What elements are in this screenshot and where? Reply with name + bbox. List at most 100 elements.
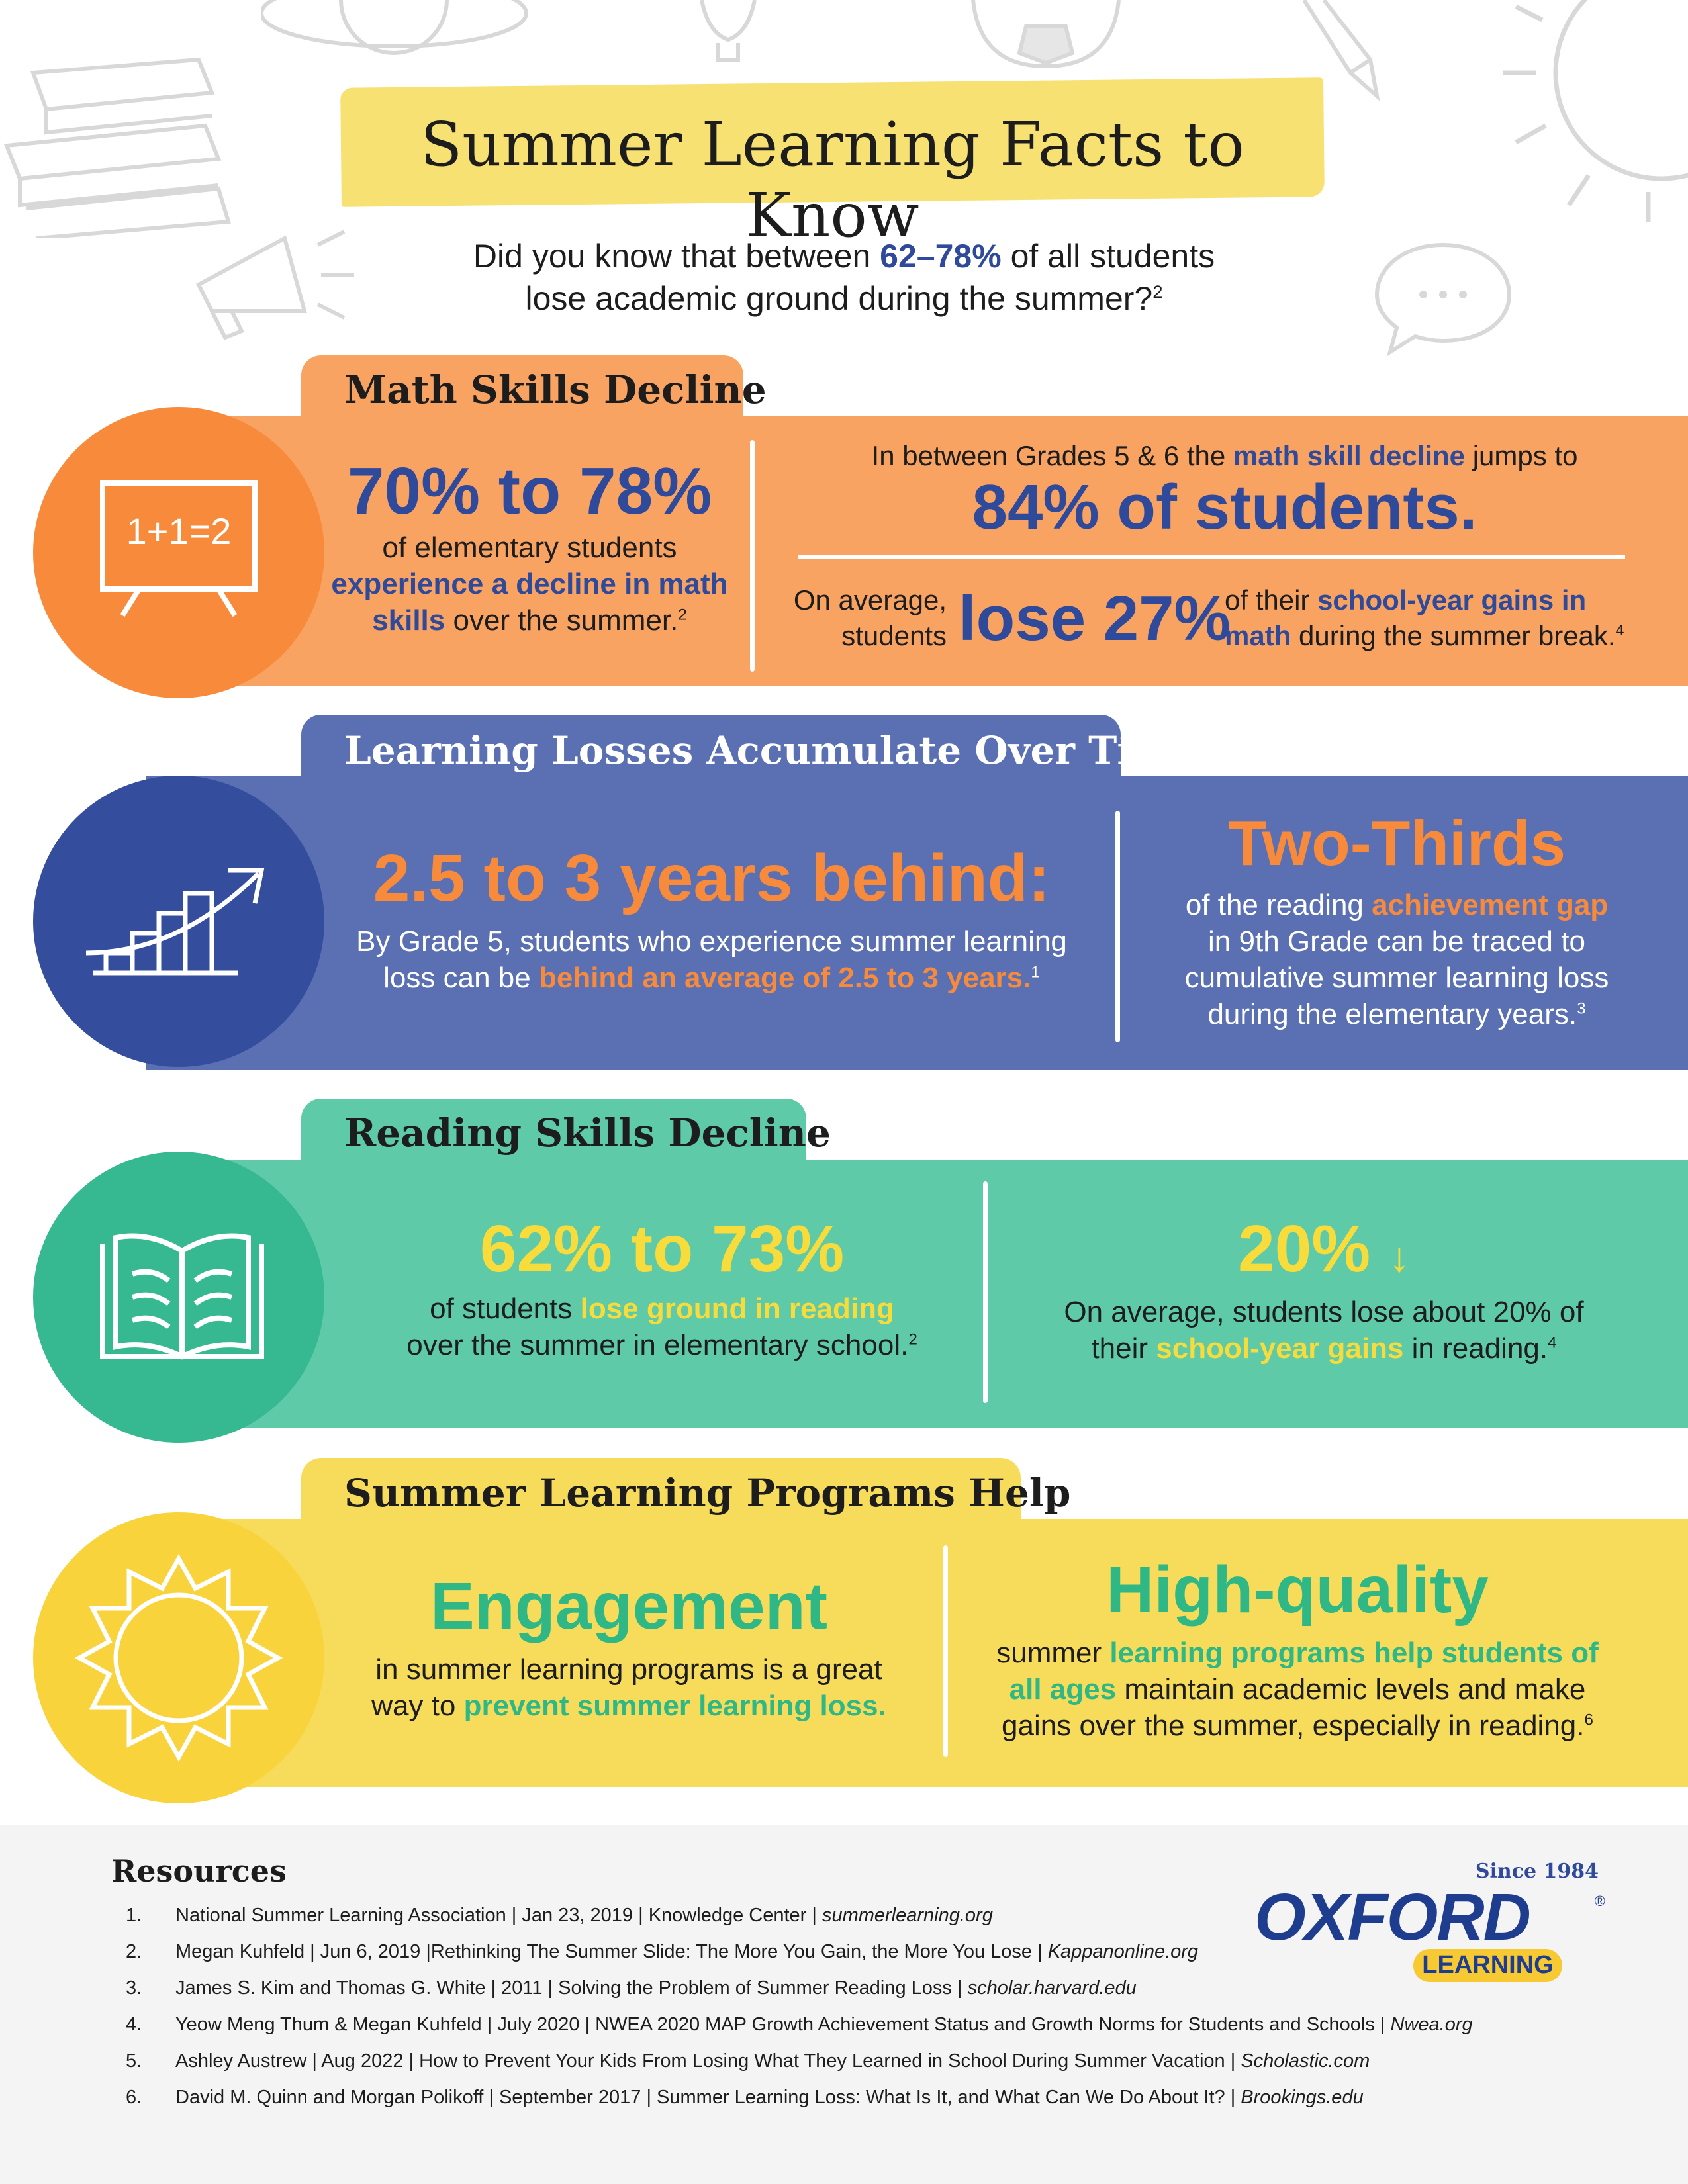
accumulate-right-line4: during the elementary years. [1207, 998, 1577, 1030]
megaphone-doodle-icon [196, 230, 354, 340]
math-section-title: Math Skills Decline [344, 367, 767, 412]
accumulate-section-band [146, 776, 1688, 1070]
resource-text: Ashley Austrew | Aug 2022 | How to Preve… [175, 2050, 1241, 2071]
accumulate-left-line2-pre: loss can be [383, 962, 539, 994]
down-arrow-icon: ↓ [1388, 1233, 1410, 1281]
resource-item: 1. National Summer Learning Association |… [126, 1905, 993, 1927]
accumulate-right-highlight: achievement gap [1372, 889, 1609, 921]
book-icon-circle [33, 1152, 324, 1443]
resource-item: 2. Megan Kuhfeld | Jun 6, 2019 |Rethinkin… [126, 1941, 1198, 1963]
resources-area [0, 1825, 1688, 2184]
logo-registered: ® [1594, 1893, 1605, 1909]
resource-number: 2. [126, 1941, 142, 1962]
resource-text: David M. Quinn and Morgan Polikoff | Sep… [175, 2087, 1241, 2108]
math-right-big: 84% of students. [972, 472, 1477, 543]
programs-right-line2-post: maintain academic levels and make [1116, 1673, 1586, 1706]
resource-text: Megan Kuhfeld | Jun 6, 2019 |Rethinking … [175, 1941, 1048, 1962]
accumulate-divider [1115, 811, 1120, 1042]
chalkboard-equation: 1+1=2 [126, 510, 232, 552]
page-title: Summer Learning Facts to Know [420, 109, 1244, 251]
reading-right-ref: 4 [1548, 1334, 1557, 1352]
programs-divider [943, 1545, 948, 1757]
programs-left-big: Engagement [430, 1569, 828, 1643]
reading-right-highlight: school-year gains [1156, 1332, 1404, 1365]
reading-right-desc: On average, students lose about 20% of t… [993, 1294, 1655, 1367]
programs-right-big: High-quality [1106, 1553, 1489, 1627]
intro-line1-pre: Did you know that between [473, 238, 880, 275]
books-doodle-icon [3, 57, 231, 238]
resource-source: scholar.harvard.edu [967, 1978, 1137, 1999]
reading-left-ref: 2 [908, 1330, 917, 1349]
reading-left-desc: of students lose ground in reading over … [331, 1291, 993, 1363]
accumulate-right-line3: cumulative summer learning loss [1184, 962, 1609, 994]
intro-text: Did you know that between 62–78% of all … [331, 235, 1357, 320]
sun-icon [74, 1553, 283, 1762]
programs-right-line3: gains over the summer, especially in rea… [1002, 1709, 1585, 1742]
math-divider [750, 440, 755, 672]
reading-right-line1: On average, students lose about 20% of [1064, 1296, 1584, 1328]
logo-name: OXFORD [1254, 1880, 1531, 1954]
reading-section-tab [301, 1099, 806, 1171]
resource-source: Brookings.edu [1241, 2087, 1364, 2108]
math-right-rule [798, 555, 1625, 559]
programs-right-stat: High-quality [973, 1552, 1622, 1628]
programs-left-line1: in summer learning programs is a great [375, 1653, 882, 1686]
reading-section-band [146, 1160, 1688, 1428]
accumulate-right-stat: Two-Thirds [1139, 807, 1655, 880]
math-left-ref: 2 [678, 606, 687, 624]
accumulate-left-stat: 2.5 to 3 years behind: [331, 841, 1092, 917]
reading-left-highlight: lose ground in reading [580, 1293, 894, 1325]
growth-icon-circle [33, 776, 324, 1067]
accumulate-right-big: Two-Thirds [1227, 808, 1566, 879]
resource-text: James S. Kim and Thomas G. White | 2011 … [175, 1978, 968, 1999]
math-left-desc: of elementary students experience a decl… [331, 529, 728, 639]
reading-section-title: Reading Skills Decline [344, 1111, 831, 1156]
soccer-ball-doodle-icon [971, 0, 1121, 69]
resource-source: summerlearning.org [821, 1905, 993, 1926]
math-avg-tail: during the summer break. [1291, 620, 1616, 651]
reading-left-big: 62% to 73% [479, 1212, 845, 1286]
pencil-doodle-icon [1302, 0, 1380, 101]
programs-section-title: Summer Learning Programs Help [344, 1471, 1071, 1516]
reading-right-stat: 20% ↓ [993, 1211, 1655, 1287]
intro-line1-post: of all students [1001, 238, 1215, 275]
resource-item: 5. Ashley Austrew | Aug 2022 | How to Pre… [126, 2050, 1370, 2072]
math-right-top-pre: In between Grades 5 & 6 the [871, 440, 1233, 471]
resource-number: 5. [126, 2050, 142, 2071]
programs-right-desc: summer learning programs help students o… [973, 1635, 1622, 1744]
resource-source: Kappanonline.org [1047, 1941, 1199, 1962]
programs-section-tab [301, 1458, 1021, 1531]
programs-right-highlight1: learning programs help students of [1109, 1637, 1599, 1669]
speech-bubble-doodle-icon [1374, 242, 1512, 357]
planet-doodle-icon [261, 0, 528, 55]
reading-divider [983, 1181, 988, 1403]
resource-text: Yeow Meng Thum & Megan Kuhfeld | July 20… [175, 2014, 1391, 2035]
math-avg-highlight1: school-year gains in [1317, 584, 1587, 615]
programs-left-stat: Engagement [331, 1569, 927, 1645]
oxford-learning-logo: Since 1984 OXFORD ® LEARNING [1248, 1853, 1605, 1985]
lightbulb-doodle-icon [700, 0, 757, 62]
open-book-icon [100, 1233, 264, 1360]
reading-left-line1-pre: of students [430, 1293, 581, 1325]
chalkboard-icon [100, 480, 258, 617]
resource-number: 4. [126, 2014, 142, 2035]
programs-right-highlight2: all ages [1009, 1673, 1117, 1706]
programs-right-line1-pre: summer [996, 1637, 1110, 1669]
accumulate-left-highlight: behind an average of 2.5 to 3 years. [538, 962, 1031, 994]
logo-pill [1413, 1949, 1562, 1982]
accumulate-left-big: 2.5 to 3 years behind: [373, 841, 1051, 915]
resource-item: 4. Yeow Meng Thum & Megan Kuhfeld | July … [126, 2014, 1473, 2036]
math-left-line1: of elementary students [382, 531, 677, 564]
logo-sub: LEARNING [1422, 1951, 1554, 1979]
programs-left-highlight: prevent summer learning loss. [463, 1690, 886, 1722]
math-right-top-highlight: math skill decline [1233, 440, 1466, 471]
accumulate-right-line2: in 9th Grade can be traced to [1208, 925, 1585, 958]
intro-line2: lose academic ground during the summer? [525, 280, 1153, 317]
math-left-highlight: experience a decline in math skills [331, 568, 728, 637]
accumulate-section-tab [301, 715, 1121, 788]
math-avg-ref: 4 [1615, 621, 1624, 639]
resource-number: 3. [126, 1978, 142, 1999]
growth-chart-icon [85, 868, 265, 976]
math-avg-stat: lose 27% [959, 582, 1231, 655]
reading-right-line2-pre: their [1091, 1332, 1156, 1365]
